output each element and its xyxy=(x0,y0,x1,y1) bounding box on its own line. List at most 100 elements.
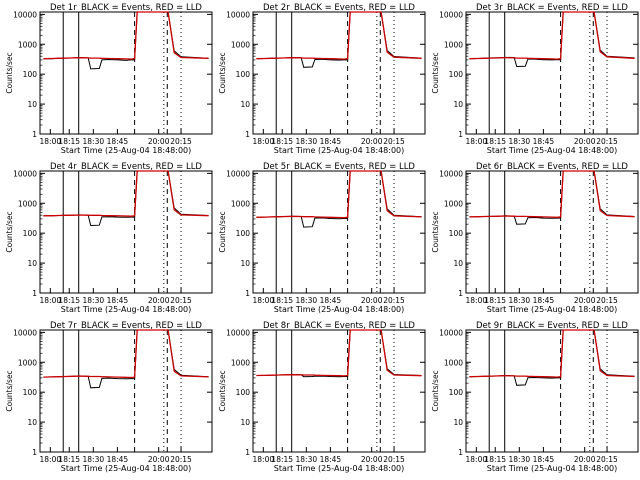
lld-series-line xyxy=(256,11,422,60)
plot-frame xyxy=(39,329,213,453)
y-axis-label: Counts/sec xyxy=(5,370,14,411)
x-tick-label: 18:15 xyxy=(271,137,293,146)
y-tick-label: 1000 xyxy=(444,40,463,49)
x-tick-label: 18:00 xyxy=(253,296,275,305)
plot-frame xyxy=(252,11,426,135)
detector-plot-2: Det 2r_BLACK = Events, RED = LLD 1 10 100 10… xyxy=(218,3,426,155)
events-series-line xyxy=(43,11,209,70)
detector-plot-1: Det 1r_BLACK = Events, RED = LLD 1 10 100 10… xyxy=(5,3,213,155)
y-axis-label: Counts/sec xyxy=(5,211,14,252)
y-tick-label: 100 xyxy=(23,388,38,397)
x-tick-label: 18:00 xyxy=(466,296,488,305)
y-tick-label: 10 xyxy=(27,259,37,268)
x-tick-label: 20:00 xyxy=(361,455,383,464)
detector-plot-7: Det 7r_BLACK = Events, RED = LLD 1 10 100 10… xyxy=(5,321,213,473)
y-tick-label: 10000 xyxy=(439,10,463,19)
y-tick-label: 100 xyxy=(236,70,251,79)
plot-title: Det 2r_BLACK = Events, RED = LLD xyxy=(263,3,415,13)
x-tick-label: 20:15 xyxy=(170,296,192,305)
x-tick-label: 18:15 xyxy=(271,296,293,305)
plot-frame xyxy=(465,170,639,294)
y-tick-label: 1000 xyxy=(18,40,37,49)
x-tick-label: 18:30 xyxy=(83,296,105,305)
y-tick-label: 1 xyxy=(245,448,250,457)
y-tick-label: 1 xyxy=(32,448,37,457)
y-axis-label: Counts/sec xyxy=(431,211,440,252)
x-tick-label: 18:45 xyxy=(107,296,129,305)
y-tick-label: 1000 xyxy=(18,199,37,208)
detector-plot-9: Det 9r_BLACK = Events, RED = LLD 1 10 100 10… xyxy=(431,321,639,473)
x-axis-label: Start Time (25-Aug-04 18:48:00) xyxy=(61,305,192,314)
y-tick-label: 1 xyxy=(245,130,250,139)
y-tick-label: 10 xyxy=(240,418,250,427)
y-tick-label: 100 xyxy=(449,229,464,238)
x-tick-label: 18:45 xyxy=(320,296,342,305)
x-tick-label: 18:45 xyxy=(320,455,342,464)
lld-series-line xyxy=(469,11,635,60)
y-tick-label: 1 xyxy=(458,448,463,457)
lld-series-line xyxy=(43,11,209,60)
lld-series-line xyxy=(469,170,635,218)
y-tick-label: 100 xyxy=(23,70,38,79)
y-tick-label: 10 xyxy=(240,259,250,268)
y-tick-label: 10000 xyxy=(439,169,463,178)
y-tick-label: 10 xyxy=(27,100,37,109)
y-tick-label: 100 xyxy=(449,70,464,79)
x-axis-label: Start Time (25-Aug-04 18:48:00) xyxy=(487,146,618,155)
x-tick-label: 20:15 xyxy=(596,137,618,146)
x-tick-label: 20:00 xyxy=(148,455,170,464)
y-tick-label: 10000 xyxy=(226,328,250,337)
y-tick-label: 10 xyxy=(453,418,463,427)
events-series-line xyxy=(256,170,422,228)
x-tick-label: 18:15 xyxy=(484,137,506,146)
y-tick-label: 1000 xyxy=(231,199,250,208)
x-tick-label: 20:00 xyxy=(361,296,383,305)
x-tick-label: 18:00 xyxy=(40,137,62,146)
y-tick-label: 1 xyxy=(245,289,250,298)
plot-title: Det 6r_BLACK = Events, RED = LLD xyxy=(476,162,628,172)
y-tick-label: 10 xyxy=(453,100,463,109)
y-tick-label: 100 xyxy=(236,388,251,397)
x-tick-label: 18:15 xyxy=(58,455,80,464)
x-tick-label: 18:15 xyxy=(58,137,80,146)
x-tick-label: 18:00 xyxy=(40,455,62,464)
y-tick-label: 1 xyxy=(32,289,37,298)
x-tick-label: 18:45 xyxy=(533,296,555,305)
lld-series-line xyxy=(43,329,209,379)
x-tick-label: 20:15 xyxy=(383,296,405,305)
y-tick-label: 10000 xyxy=(439,328,463,337)
plot-frame xyxy=(465,329,639,453)
x-tick-label: 20:00 xyxy=(148,296,170,305)
plot-title: Det 8r_BLACK = Events, RED = LLD xyxy=(263,321,415,331)
x-tick-label: 20:15 xyxy=(596,296,618,305)
x-tick-label: 20:15 xyxy=(383,455,405,464)
plot-title: Det 3r_BLACK = Events, RED = LLD xyxy=(476,3,628,13)
x-tick-label: 18:15 xyxy=(271,455,293,464)
x-tick-label: 18:00 xyxy=(253,455,275,464)
x-axis-label: Start Time (25-Aug-04 18:48:00) xyxy=(487,464,618,473)
x-tick-label: 18:00 xyxy=(253,137,275,146)
x-tick-label: 20:00 xyxy=(361,137,383,146)
y-tick-label: 10 xyxy=(453,259,463,268)
x-tick-label: 18:30 xyxy=(509,137,531,146)
lld-series-line xyxy=(43,170,209,217)
plot-frame xyxy=(39,11,213,135)
x-tick-label: 18:30 xyxy=(83,455,105,464)
y-tick-label: 10000 xyxy=(13,328,37,337)
x-tick-label: 20:00 xyxy=(574,137,596,146)
lld-series-line xyxy=(256,329,422,377)
x-tick-label: 18:45 xyxy=(320,137,342,146)
y-tick-label: 1 xyxy=(458,289,463,298)
x-tick-label: 20:15 xyxy=(170,137,192,146)
y-tick-label: 1 xyxy=(32,130,37,139)
plot-frame xyxy=(39,170,213,294)
x-axis-label: Start Time (25-Aug-04 18:48:00) xyxy=(487,305,618,314)
x-tick-label: 18:00 xyxy=(466,137,488,146)
detector-plot-8: Det 8r_BLACK = Events, RED = LLD 1 10 100 10… xyxy=(218,321,426,473)
x-tick-label: 20:00 xyxy=(148,137,170,146)
x-axis-label: Start Time (25-Aug-04 18:48:00) xyxy=(274,146,405,155)
x-tick-label: 20:15 xyxy=(596,455,618,464)
plot-frame xyxy=(465,11,639,135)
plot-frame xyxy=(252,170,426,294)
